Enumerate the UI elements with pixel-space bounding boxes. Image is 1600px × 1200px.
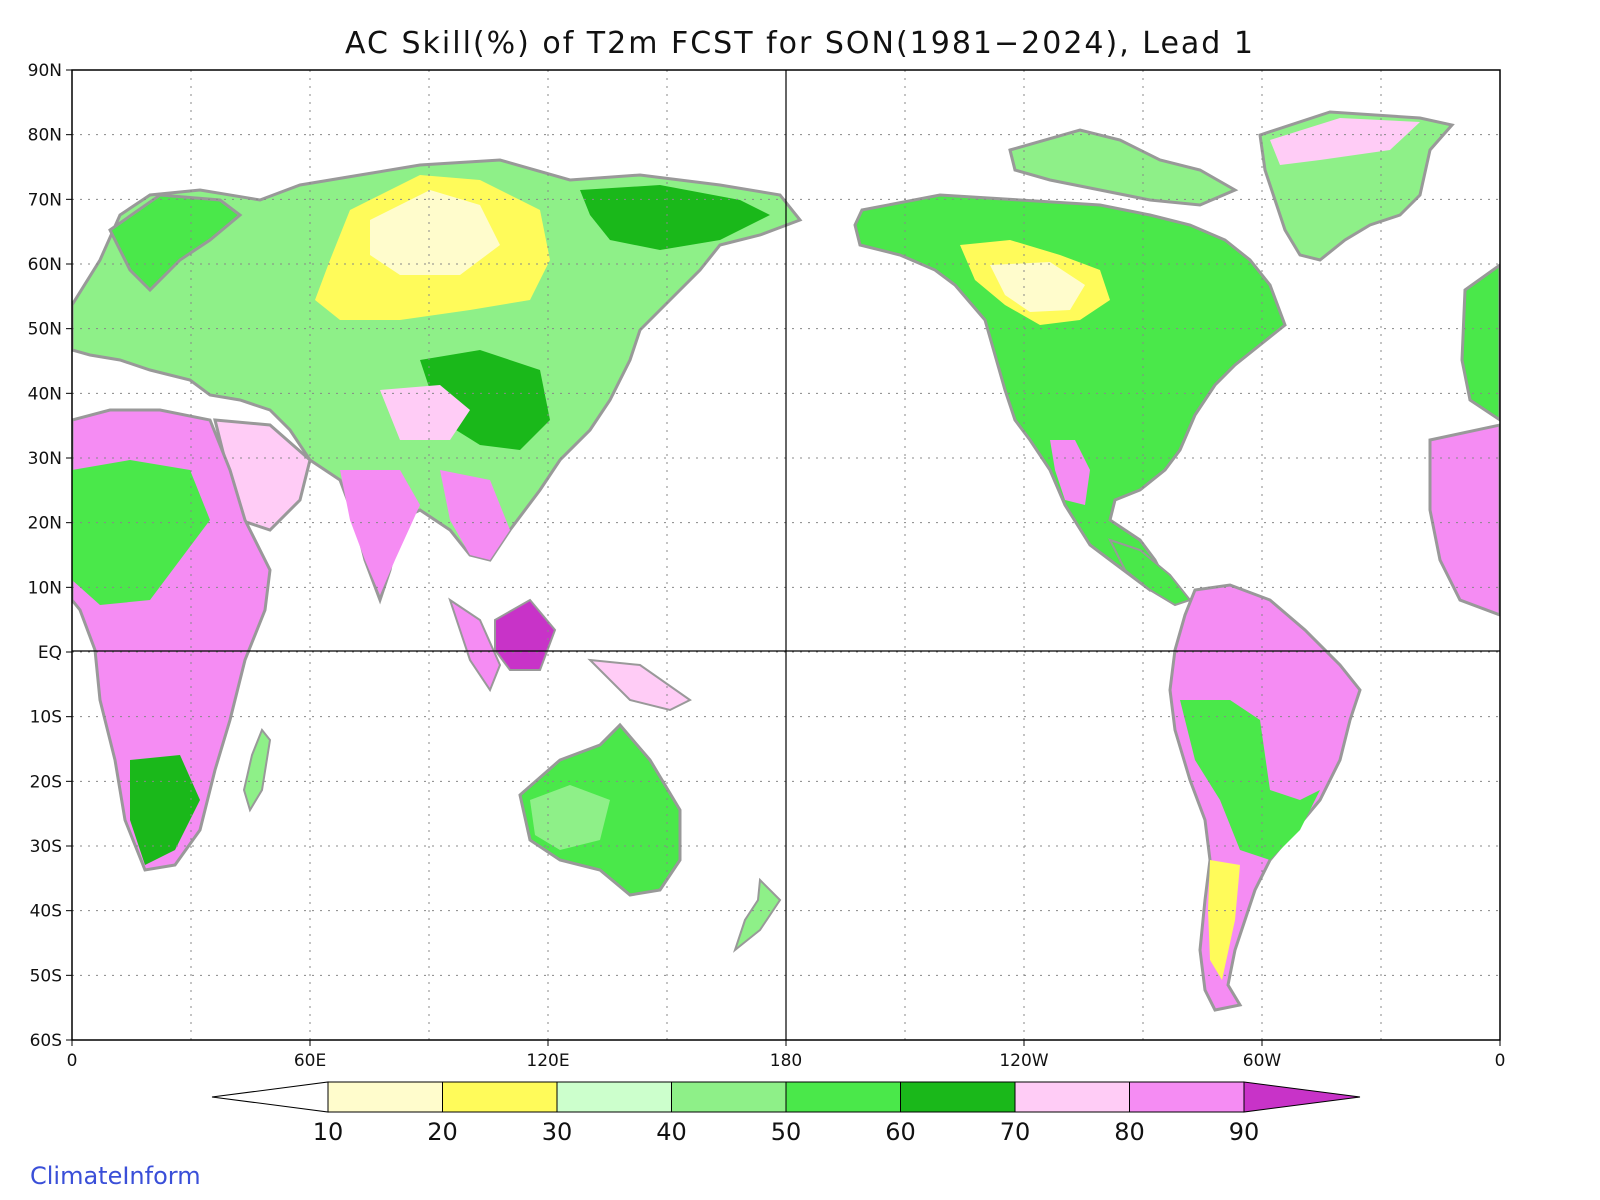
lat-tick-label: 60N (28, 255, 62, 275)
west-africa-east-edge (1428, 423, 1500, 617)
new-zealand (732, 877, 782, 953)
colorbar-segment (1129, 1081, 1245, 1113)
canada-light (990, 262, 1085, 312)
colorbar-segment (1014, 1081, 1130, 1113)
lon-tick-label: 0 (1495, 1051, 1506, 1071)
colorbar-label: 60 (885, 1118, 916, 1146)
lat-tick-label: 20S (30, 772, 62, 792)
colorbar-upper-arrow (1243, 1081, 1361, 1113)
colorbar-label: 90 (1229, 1118, 1260, 1146)
arctic-islands (1008, 128, 1239, 207)
lat-tick-label: 50N (28, 320, 62, 340)
lon-tick-labels: 0 60E 120E 180 120W 60W 0 (67, 1040, 1506, 1071)
southern-africa-green (130, 755, 200, 865)
lat-tick-label: 20N (28, 514, 62, 534)
tibet-pink (380, 385, 470, 440)
lat-tick-label: 10N (28, 578, 62, 598)
lat-tick-label: 40S (30, 902, 62, 922)
lon-tick-label: 60E (294, 1051, 326, 1071)
lat-tick-label: 90N (28, 61, 62, 81)
south-america-green (1180, 700, 1320, 860)
colorbar-segment (556, 1081, 672, 1113)
new-guinea (587, 658, 692, 712)
lat-tick-label: 70N (28, 190, 62, 210)
colorbar-segment (327, 1081, 443, 1113)
lat-tick-label: 80N (28, 126, 62, 146)
australia-light (530, 785, 610, 850)
lon-tick-label: 0 (67, 1051, 78, 1071)
colorbar-label: 80 (1114, 1118, 1145, 1146)
india-pink (340, 470, 420, 595)
lat-tick-label: 30S (30, 837, 62, 857)
se-asia-pink (440, 470, 510, 560)
borneo (494, 598, 557, 671)
colorbar-label: 20 (427, 1118, 458, 1146)
sumatra (448, 597, 502, 693)
lat-tick-labels: 90N 80N 70N 60N 50N 40N 30N 20N 10N EQ 10S 20S 30S 40… (28, 61, 72, 1051)
lat-tick-label: EQ (38, 643, 62, 663)
colorbar-segment (442, 1081, 558, 1113)
colorbar-label: 40 (656, 1118, 687, 1146)
land-layer (72, 110, 1500, 1012)
russia-dark-green (580, 185, 770, 250)
credit-text: ClimateInform (30, 1162, 201, 1190)
colorbar-label: 50 (771, 1118, 802, 1146)
colorbar-segment (671, 1081, 787, 1113)
siberia-light (370, 190, 500, 275)
lon-tick-label: 60W (1243, 1051, 1282, 1071)
scandinavia (108, 193, 243, 293)
lat-tick-label: 30N (28, 449, 62, 469)
lat-tick-label: 40N (28, 384, 62, 404)
north-america (853, 193, 1287, 592)
patagonia-yellow (1208, 860, 1240, 980)
colorbar-segment (900, 1081, 1016, 1113)
africa-green (72, 460, 210, 605)
central-america (1108, 538, 1192, 607)
lon-tick-label: 120E (526, 1051, 569, 1071)
greenland-pink (1270, 118, 1420, 165)
lat-tick-label: 10S (30, 708, 62, 728)
iberia-east-edge (1460, 263, 1500, 422)
colorbar-label: 70 (1000, 1118, 1031, 1146)
lon-tick-label: 120W (999, 1051, 1048, 1071)
mexico-pink (1050, 440, 1090, 505)
map-title: AC Skill(%) of T2m FCST for SON(1981−202… (345, 26, 1255, 61)
lat-tick-label: 50S (30, 966, 62, 986)
lat-tick-label: 60S (30, 1031, 62, 1051)
colorbar-label: 10 (313, 1118, 344, 1146)
madagascar (242, 728, 272, 813)
colorbar-segment (785, 1081, 901, 1113)
colorbar-label: 30 (542, 1118, 573, 1146)
lon-tick-label: 180 (770, 1051, 802, 1071)
colorbar-lower-arrow (211, 1081, 329, 1113)
colorbar: 10 20 30 40 50 60 70 80 90 (211, 1081, 1361, 1146)
